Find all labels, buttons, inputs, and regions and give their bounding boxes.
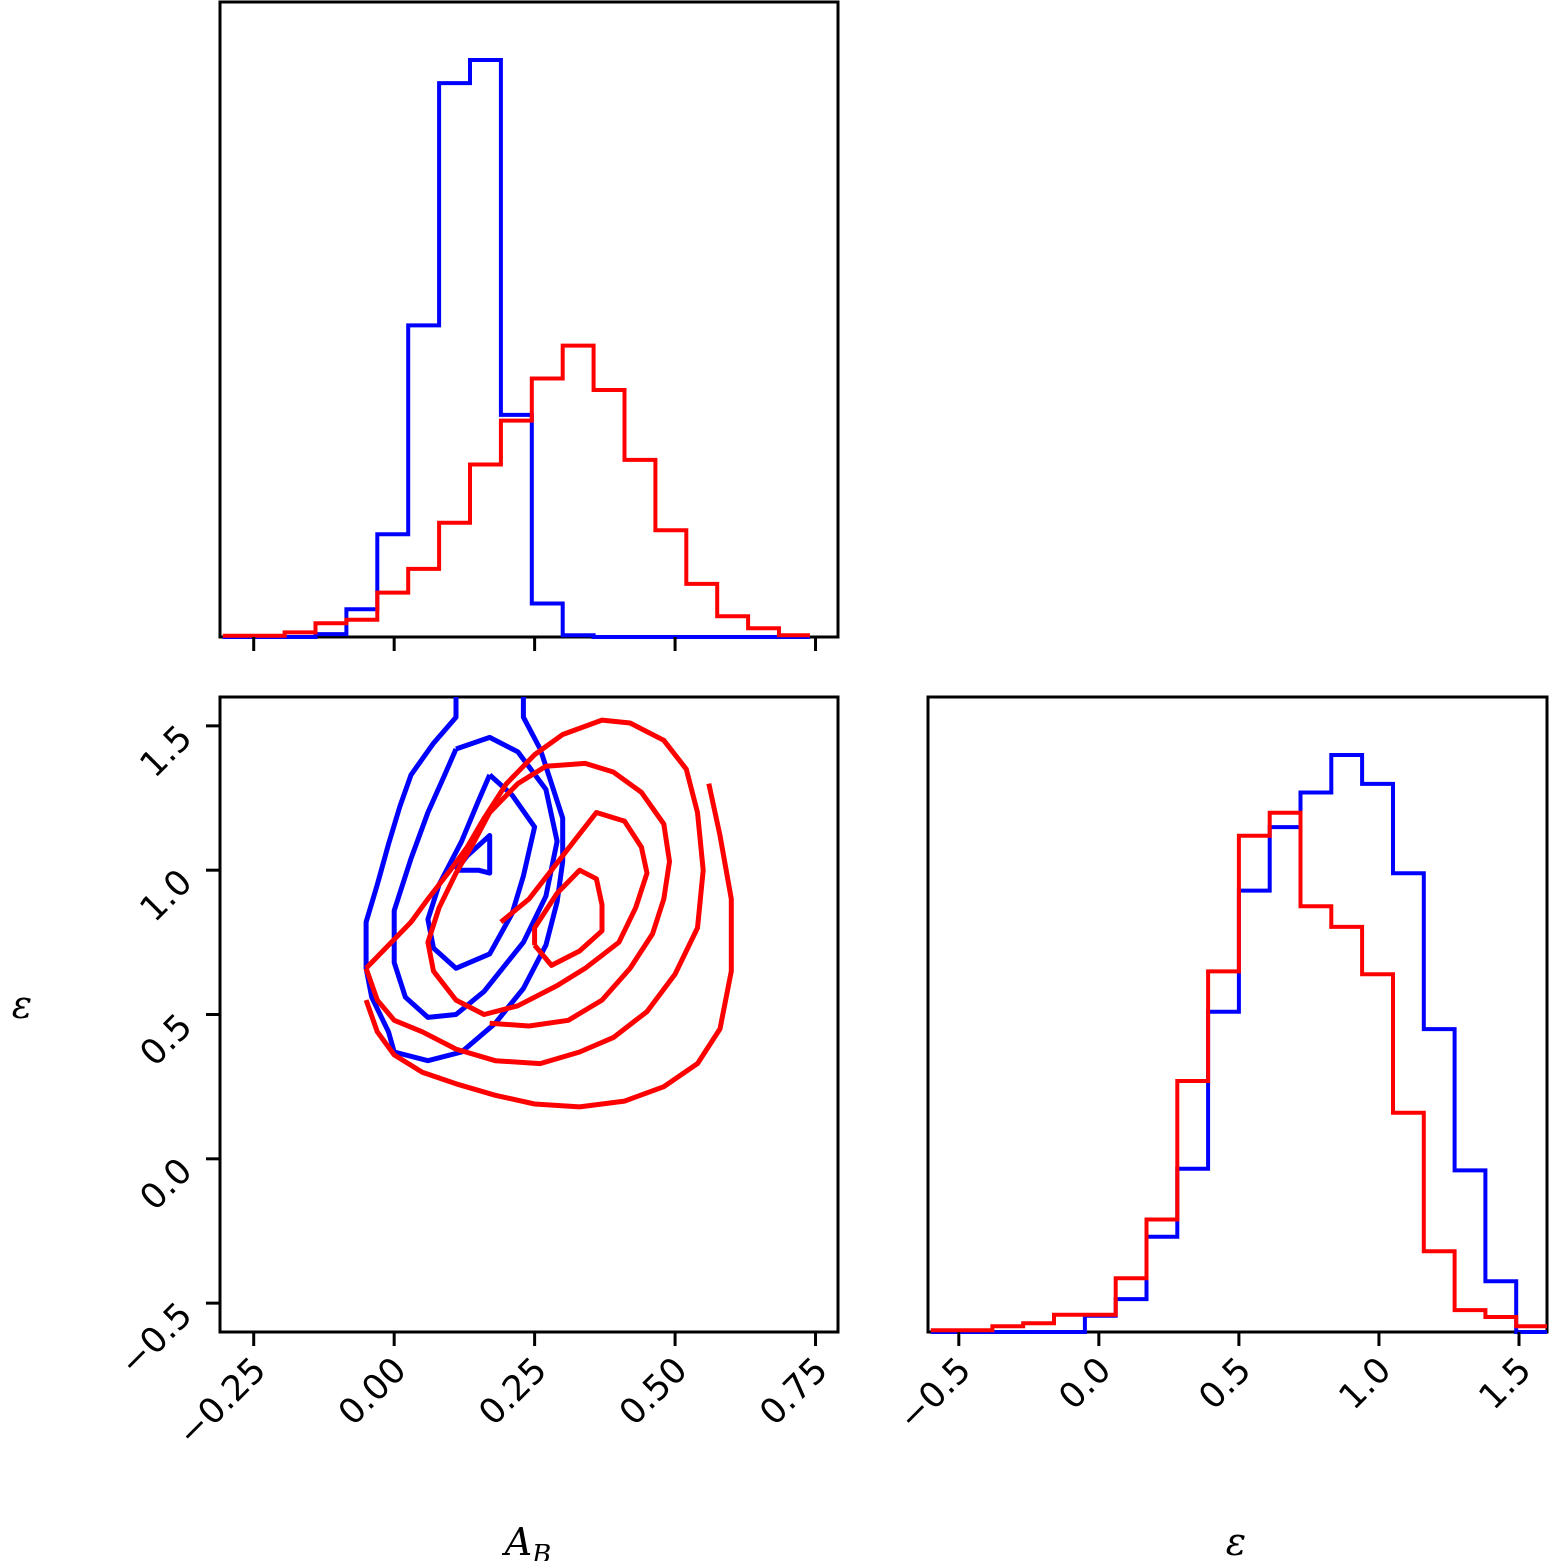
contour-panel-frame: [218, 695, 840, 1334]
contour-line-1-1: [425, 760, 672, 1029]
hist-panel-eps: −0.5 0.0 0.5 1.0 1.5: [891, 695, 1549, 1438]
x-tick-label: 1.5: [1472, 1350, 1540, 1418]
x-tick-label: −0.5: [891, 1350, 979, 1438]
y-tick-label: 1.5: [133, 718, 201, 786]
hist-series-eps-0: [930, 753, 1547, 1334]
x-tick-label: 0.5: [1192, 1350, 1260, 1418]
hist-panel-eps-frame: [926, 695, 1549, 1334]
x-axis-label-ab: AB: [502, 1520, 552, 1561]
contour-line-1-2: [363, 717, 706, 1067]
x-tick-label: 0.0: [1052, 1350, 1120, 1418]
contour-xticks: −0.25 0.00 0.25 0.50 0.75: [170, 1332, 836, 1454]
contour-yticks: −0.5 0.0 0.5 1.0 1.5: [112, 718, 220, 1384]
x-tick-label: 0.25: [472, 1350, 555, 1433]
y-tick-label: 0.0: [133, 1151, 201, 1219]
x-axis-label-eps: ε: [1226, 1520, 1246, 1561]
hist-ab-xticks: [252, 637, 818, 651]
x-tick-label: 0.50: [612, 1350, 695, 1433]
contour-panel: −0.25 0.00 0.25 0.50 0.75 −0.5 0.0 0.5 1.0 1.5: [112, 695, 840, 1454]
x-tick-label: 0.75: [752, 1350, 835, 1433]
y-tick-label: 0.5: [133, 1007, 201, 1075]
hist-ab-series: [222, 58, 810, 639]
contour-line-0-1: [425, 773, 538, 971]
y-tick-label: 1.0: [133, 862, 201, 930]
contour-line-1-3: [363, 783, 734, 1110]
x-tick-label: −0.25: [170, 1350, 274, 1454]
hist-series-ab-1: [222, 343, 810, 638]
y-axis-label-eps: ε: [12, 983, 32, 1027]
contour-line-0-3: [363, 697, 566, 1064]
hist-series-eps-1: [930, 810, 1547, 1333]
hist-series-ab-0: [222, 58, 810, 639]
x-tick-label: 1.0: [1332, 1350, 1400, 1418]
contour-series: [363, 697, 734, 1110]
contour-line-0-2: [391, 734, 560, 1020]
hist-eps-series: [930, 753, 1547, 1334]
hist-eps-xticks: −0.5 0.0 0.5 1.0 1.5: [891, 1332, 1540, 1438]
hist-panel-ab-frame: [218, 0, 840, 639]
contour-line-1-0: [532, 867, 605, 968]
y-tick-label: −0.5: [112, 1295, 200, 1383]
hist-panel-ab: [218, 0, 840, 651]
x-tick-label: 0.00: [331, 1350, 414, 1433]
